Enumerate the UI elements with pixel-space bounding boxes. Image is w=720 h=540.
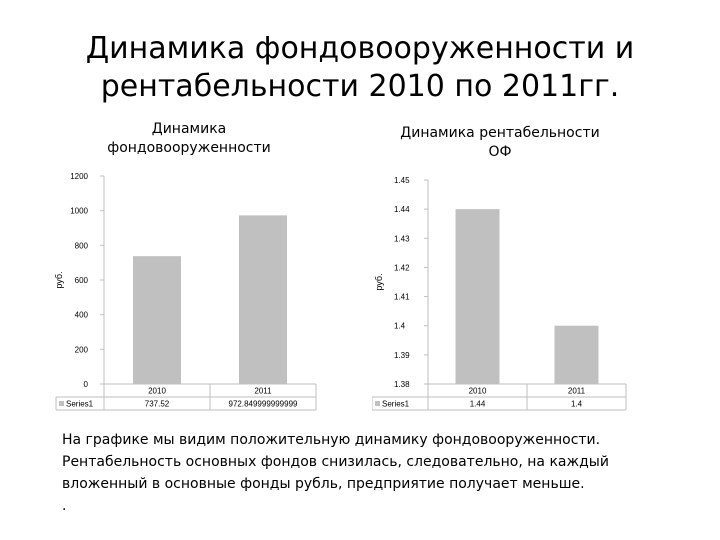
- y-tick-label: 1.43: [394, 234, 410, 243]
- chart-right-plot: руб. 1.38 1.39 1.4 1.41 1.42 1.43 1.44 1.45 Serie…: [372, 176, 627, 411]
- y-tick-label: 400: [75, 311, 89, 320]
- chart-profitability: Динамика рентабельности ОФ руб. 1.38 1.39 1…: [372, 118, 628, 418]
- conclusion-line-2: Рентабельность основных фондов снизилась…: [62, 454, 609, 470]
- bar: [239, 215, 287, 384]
- chart-title-line-2: ОФ: [488, 144, 512, 160]
- y-tick-label: 1.44: [394, 205, 410, 214]
- chart-title-line-1: Динамика: [151, 121, 227, 137]
- y-tick-label: 800: [75, 241, 89, 250]
- y-tick-label: 600: [75, 276, 89, 285]
- y-tick-label: 1.4: [394, 322, 406, 331]
- data-label: 1.44: [470, 400, 486, 409]
- chart-capital-ratio: Динамика фондовооруженности руб. 0 200 400 6…: [48, 118, 330, 418]
- y-tick-label: 1.39: [394, 351, 410, 360]
- conclusion-line-1: На графике мы видим положительную динами…: [62, 432, 601, 448]
- slide-title: Динамика фондовооруженности и рентабельн…: [60, 30, 660, 106]
- y-tick-label: 0: [84, 380, 89, 389]
- y-axis-label: руб.: [374, 273, 384, 290]
- bar: [554, 325, 599, 384]
- conclusion-line-4: .: [62, 498, 67, 514]
- y-tick-label: 1000: [70, 207, 88, 216]
- chart-title: Динамика фондовооруженности: [48, 120, 330, 158]
- chart-title: Динамика рентабельности ОФ: [372, 124, 628, 162]
- conclusion-text: На графике мы видим положительную динами…: [62, 429, 702, 517]
- bar: [455, 209, 500, 384]
- x-tick-label: 2011: [568, 387, 586, 396]
- data-label: 737.52: [145, 400, 170, 409]
- conclusion-line-3: вложенный в основные фонды рубль, предпр…: [62, 476, 585, 492]
- y-tick-label: 1.42: [394, 263, 410, 272]
- bar: [133, 256, 181, 384]
- y-tick-label: 1.38: [394, 380, 410, 389]
- chart-left-plot: руб. 0 200 400 600 800 1000 1200 Series1 2010 737.…: [54, 172, 317, 411]
- y-tick-label: 200: [75, 345, 89, 354]
- slide-title-line-2: рентабельности 2010 по 2011гг.: [100, 69, 620, 104]
- x-tick-label: 2010: [469, 387, 487, 396]
- slide-title-line-1: Динамика фондовооруженности и: [85, 31, 635, 66]
- data-label: 972.849999999999: [229, 400, 299, 409]
- chart-title-line-1: Динамика рентабельности: [400, 125, 600, 141]
- y-tick-label: 1.41: [394, 293, 410, 302]
- legend-label: Series1: [382, 400, 410, 409]
- data-label: 1.4: [571, 400, 583, 409]
- x-tick-label: 2011: [254, 387, 272, 396]
- x-tick-label: 2010: [148, 387, 166, 396]
- legend-key: [59, 401, 64, 406]
- legend-label: Series1: [66, 400, 94, 409]
- y-tick-label: 1.45: [394, 176, 410, 185]
- y-tick-label: 1200: [70, 172, 88, 181]
- y-axis-label: руб.: [54, 271, 64, 288]
- legend-key: [375, 401, 380, 406]
- chart-title-line-2: фондовооруженности: [107, 140, 271, 156]
